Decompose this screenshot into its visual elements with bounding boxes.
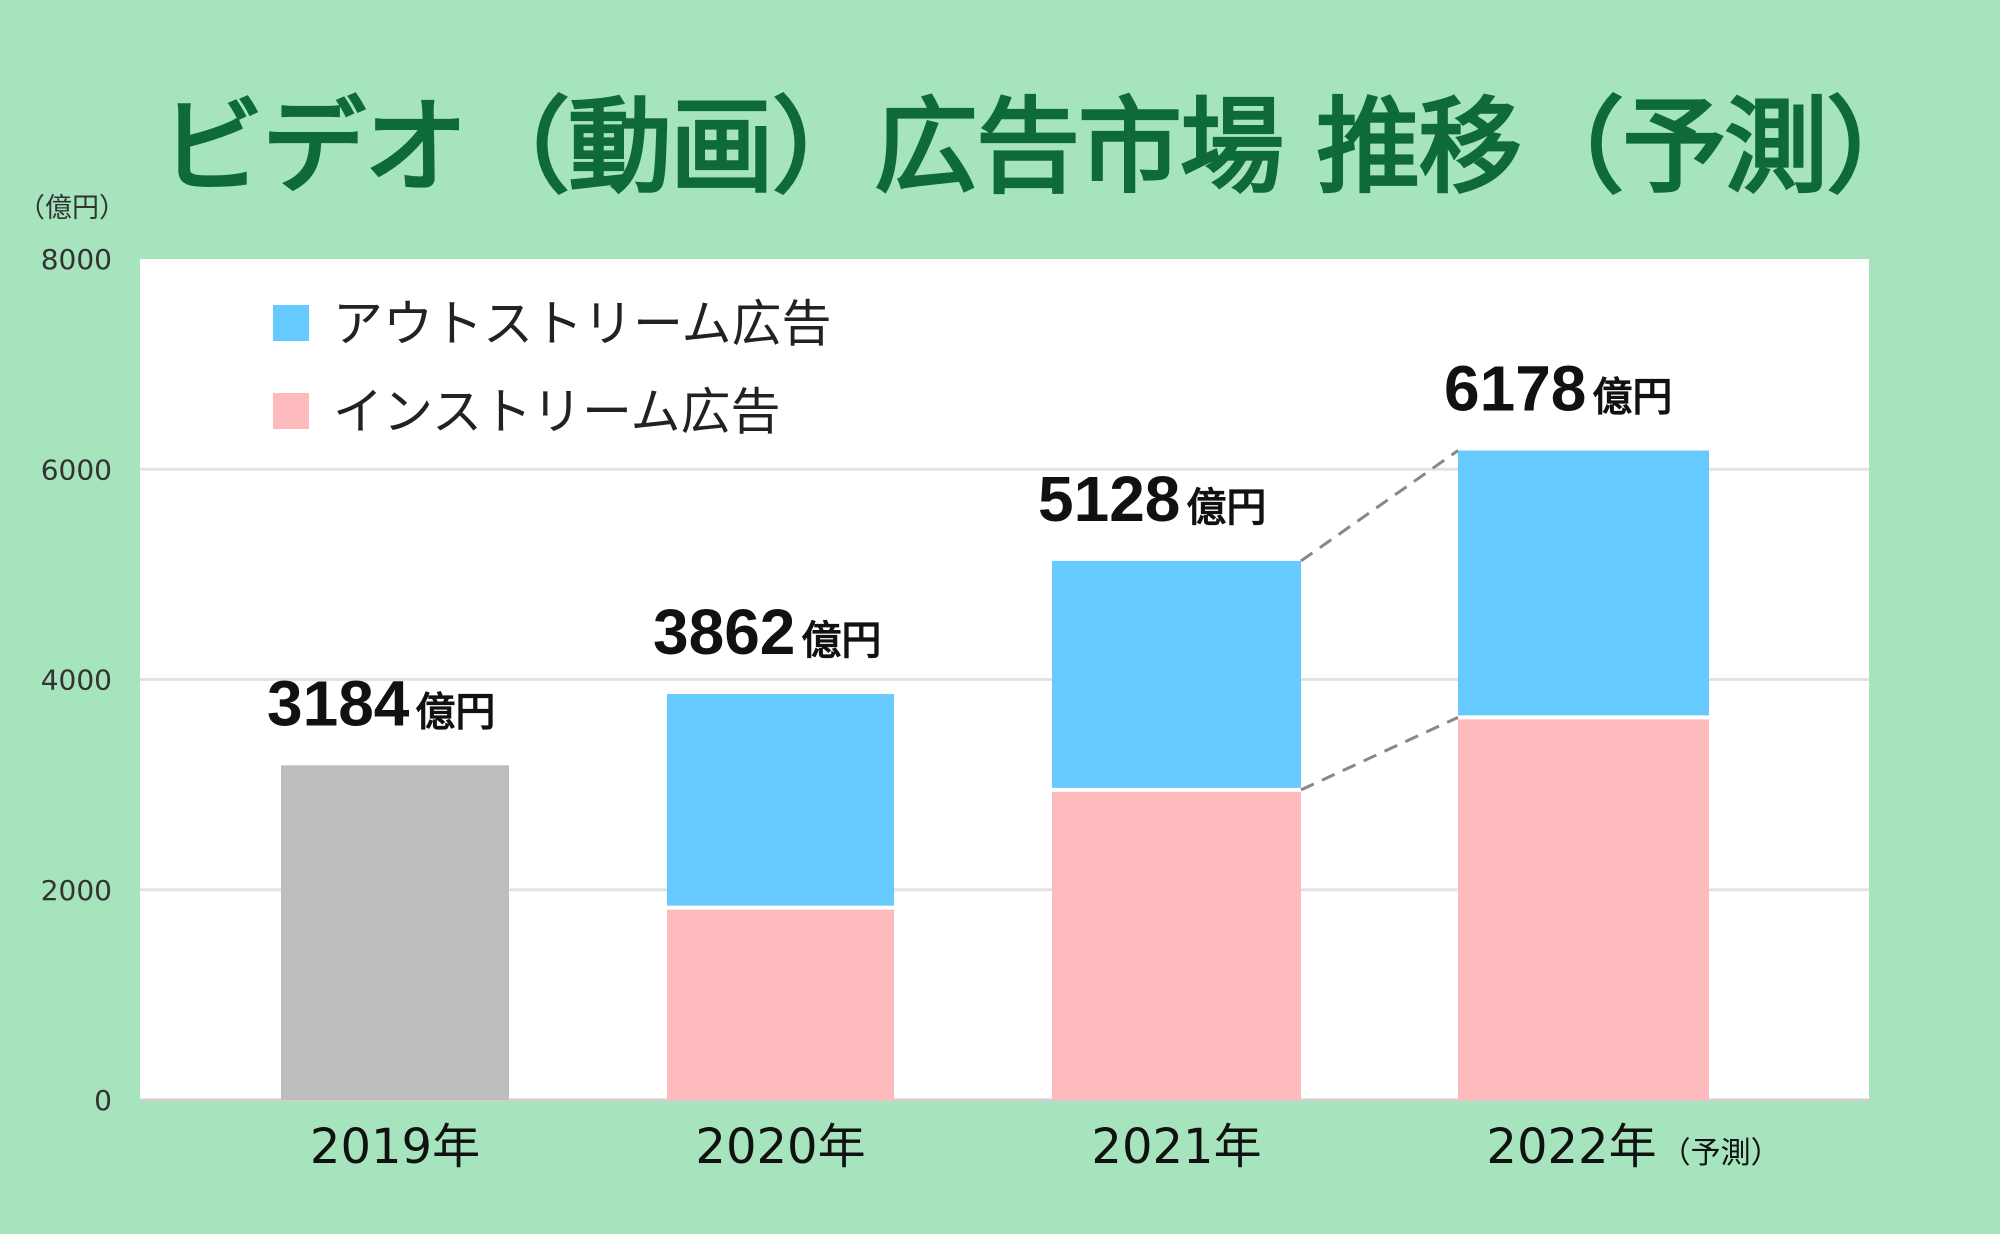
- total-label: 3862 億円: [653, 596, 881, 668]
- legend-swatch: [273, 305, 309, 341]
- total-unit: 億円: [415, 690, 495, 734]
- x-tick-label: 2020年: [695, 1119, 865, 1175]
- legend-label: アウトストリーム広告: [333, 295, 832, 353]
- total-value: 6178: [1444, 353, 1586, 425]
- y-tick-label: 0: [94, 1084, 112, 1117]
- y-tick-label: 2000: [41, 874, 112, 907]
- legend-swatch: [273, 393, 309, 429]
- dashed-connector: [1300, 715, 1459, 792]
- bar-segment: [1052, 789, 1301, 1100]
- x-category: 2021年: [1091, 1119, 1261, 1175]
- x-tick-label: 2021年: [1091, 1119, 1261, 1175]
- x-tick-label: 2019年: [310, 1119, 480, 1175]
- total-value: 3184: [267, 667, 410, 739]
- bar-segment: [281, 765, 509, 1100]
- dashed-connector: [1300, 449, 1459, 563]
- legend-label: インストリーム広告: [333, 383, 781, 441]
- total-label: 5128 億円: [1038, 463, 1266, 535]
- bar-segment: [667, 694, 894, 908]
- total-label: 6178 億円: [1444, 353, 1672, 425]
- x-tick-label: 2022年 （予測）: [1486, 1119, 1780, 1175]
- bar-segment: [667, 907, 894, 1100]
- total-value: 3862: [653, 596, 795, 668]
- total-value: 5128: [1038, 463, 1180, 535]
- x-category-note: （予測）: [1661, 1136, 1781, 1171]
- x-category: 2020年: [695, 1119, 865, 1175]
- bar-segment: [1458, 450, 1709, 718]
- y-tick-label: 4000: [41, 664, 112, 697]
- total-unit: 億円: [801, 619, 881, 663]
- total-unit: 億円: [1592, 376, 1672, 420]
- y-axis-unit: （億円）: [18, 193, 126, 224]
- total-label: 3184 億円: [267, 667, 495, 739]
- chart-title: ビデオ（動画）広告市場 推移（予測）: [160, 86, 1930, 208]
- y-tick-label: 6000: [41, 453, 112, 486]
- x-category: 2022年: [1486, 1119, 1656, 1175]
- x-category: 2019年: [310, 1119, 480, 1175]
- total-unit: 億円: [1186, 486, 1266, 530]
- bar-segment: [1052, 560, 1301, 790]
- y-tick-label: 8000: [41, 243, 112, 276]
- bar-segment: [1458, 717, 1709, 1100]
